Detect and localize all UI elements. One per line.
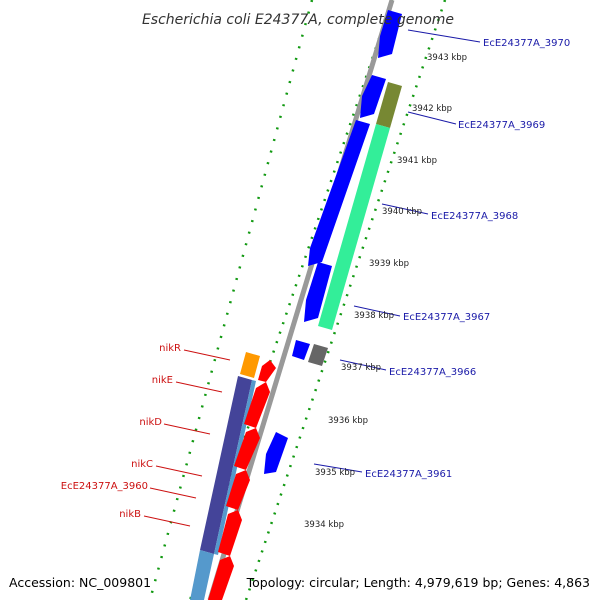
label-ece24377a-3960[interactable]: EcE24377A_3960 (61, 481, 148, 492)
cds-ece24377a-3966 (292, 340, 310, 360)
kbp-label-3943: 3943 kbp (427, 53, 467, 63)
map-title: Escherichia coli E24377A, complete genom… (142, 12, 454, 28)
cds-ece24377a-3968 (308, 120, 370, 266)
kbp-scale: 3943 kbp 3942 kbp 3941 kbp 3940 kbp 3939… (304, 53, 467, 530)
label-ece24377a-3970[interactable]: EcE24377A_3970 (483, 38, 570, 49)
kbp-label-3940: 3940 kbp (382, 207, 422, 217)
cds-nikc (234, 428, 260, 470)
label-ece24377a-3967[interactable]: EcE24377A_3967 (403, 312, 490, 323)
cds-nikb (218, 510, 242, 556)
kbp-label-3939: 3939 kbp (369, 259, 409, 269)
olive-feature (376, 82, 402, 128)
label-ece24377a-3961[interactable]: EcE24377A_3961 (365, 469, 452, 480)
kbp-label-3937: 3937 kbp (341, 363, 381, 373)
right-label-group: EcE24377A_3970 EcE24377A_3969 EcE24377A_… (313, 29, 570, 480)
label-nikc[interactable]: nikC (131, 459, 153, 470)
kbp-label-3941: 3941 kbp (397, 156, 437, 166)
steel-feature (190, 550, 214, 600)
nike-long-feature (200, 376, 252, 554)
label-nikr[interactable]: nikR (159, 343, 181, 354)
label-ece24377a-3969[interactable]: EcE24377A_3969 (458, 120, 545, 131)
teal-feature (318, 124, 390, 330)
left-label-group: nikR nikE nikD nikC EcE24377A_3960 nikB (61, 343, 231, 527)
genome-backbone (207, 0, 395, 600)
gray-feature (308, 344, 328, 366)
cds-ece24377a-3970 (378, 10, 402, 58)
kbp-label-3936: 3936 kbp (328, 416, 368, 426)
label-ece24377a-3966[interactable]: EcE24377A_3966 (389, 367, 476, 378)
kbp-label-3942: 3942 kbp (412, 104, 452, 114)
topology-text: Topology: circular; Length: 4,979,619 bp… (246, 575, 590, 590)
cds-partial (208, 556, 234, 600)
far-left-dotted-track (148, 0, 314, 600)
forward-strand-track (208, 360, 276, 600)
nikr-feature (240, 352, 260, 378)
cds-ece24377a-3967 (304, 262, 332, 322)
kbp-label-3938: 3938 kbp (354, 311, 394, 321)
accession-text: Accession: NC_009801 (9, 575, 151, 590)
reverse-strand-track (264, 10, 402, 474)
label-nikd[interactable]: nikD (139, 417, 162, 428)
outer-dotted-track (244, 0, 447, 600)
cds-ece24377a-3960 (226, 470, 250, 510)
label-nikb[interactable]: nikB (119, 509, 141, 520)
label-nike[interactable]: nikE (152, 375, 173, 386)
kbp-label-3935: 3935 kbp (315, 468, 355, 478)
cds-nike (258, 360, 276, 382)
label-ece24377a-3968[interactable]: EcE24377A_3968 (431, 211, 518, 222)
cds-ece24377a-3961 (264, 432, 288, 474)
cds-nikd (244, 382, 270, 428)
kbp-label-3934: 3934 kbp (304, 520, 344, 530)
cds-ece24377a-3969 (360, 75, 386, 118)
